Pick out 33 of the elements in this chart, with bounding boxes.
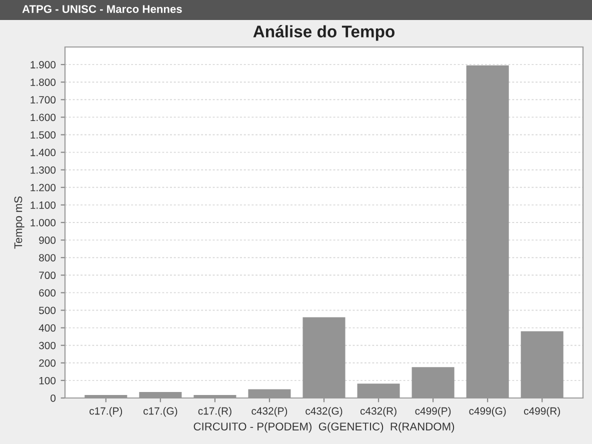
y-axis-title: Tempo mS: [14, 196, 24, 249]
y-tick-label: 500: [39, 306, 56, 314]
x-tick-label: c499(P): [415, 407, 451, 417]
y-tick-label: 700: [39, 272, 56, 280]
chart-title: Análise do Tempo: [253, 25, 395, 41]
y-tick-label: 400: [38, 324, 56, 332]
y-tick-label: 900: [39, 236, 56, 244]
y-tick-label: 1.900: [30, 61, 56, 68]
x-tick-label: c499(G): [469, 407, 506, 417]
x-tick-label: c432(R): [360, 407, 396, 417]
y-tick-label: 0: [50, 394, 56, 402]
x-tick-label: c432(G): [306, 407, 342, 417]
y-tick-label: 600: [39, 289, 56, 297]
x-axis-title: CIRCUITO - P(PODEM) G(GENETIC) R(RANDOM): [194, 422, 454, 433]
y-tick-label: 1.400: [30, 148, 56, 156]
y-tick-label: 1.500: [30, 131, 56, 139]
y-tick-label: 100: [39, 376, 56, 384]
y-tick-label: 800: [39, 254, 56, 262]
y-tick-label: 1.200: [30, 184, 56, 192]
x-tick-label: c17.(R): [198, 407, 232, 417]
y-tick-label: 1.300: [30, 166, 56, 174]
text: ATPG - UNISC - Marco Hennes: [22, 5, 182, 13]
y-tick-label: 1.100: [30, 201, 56, 209]
y-tick-label: 1.000: [30, 219, 56, 226]
y-tick-label: 1.600: [30, 114, 56, 122]
y-tick-label: 1.700: [30, 96, 56, 104]
x-tick-label: c499(R): [524, 407, 560, 417]
x-tick-label: c17.(G): [144, 407, 178, 417]
y-tick-label: 300: [38, 342, 56, 350]
x-tick-label: c432(P): [252, 407, 288, 417]
x-tick-label: c17.(P): [90, 407, 122, 417]
y-tick-label: 200: [39, 359, 56, 367]
y-tick-label: 1.800: [30, 78, 56, 86]
